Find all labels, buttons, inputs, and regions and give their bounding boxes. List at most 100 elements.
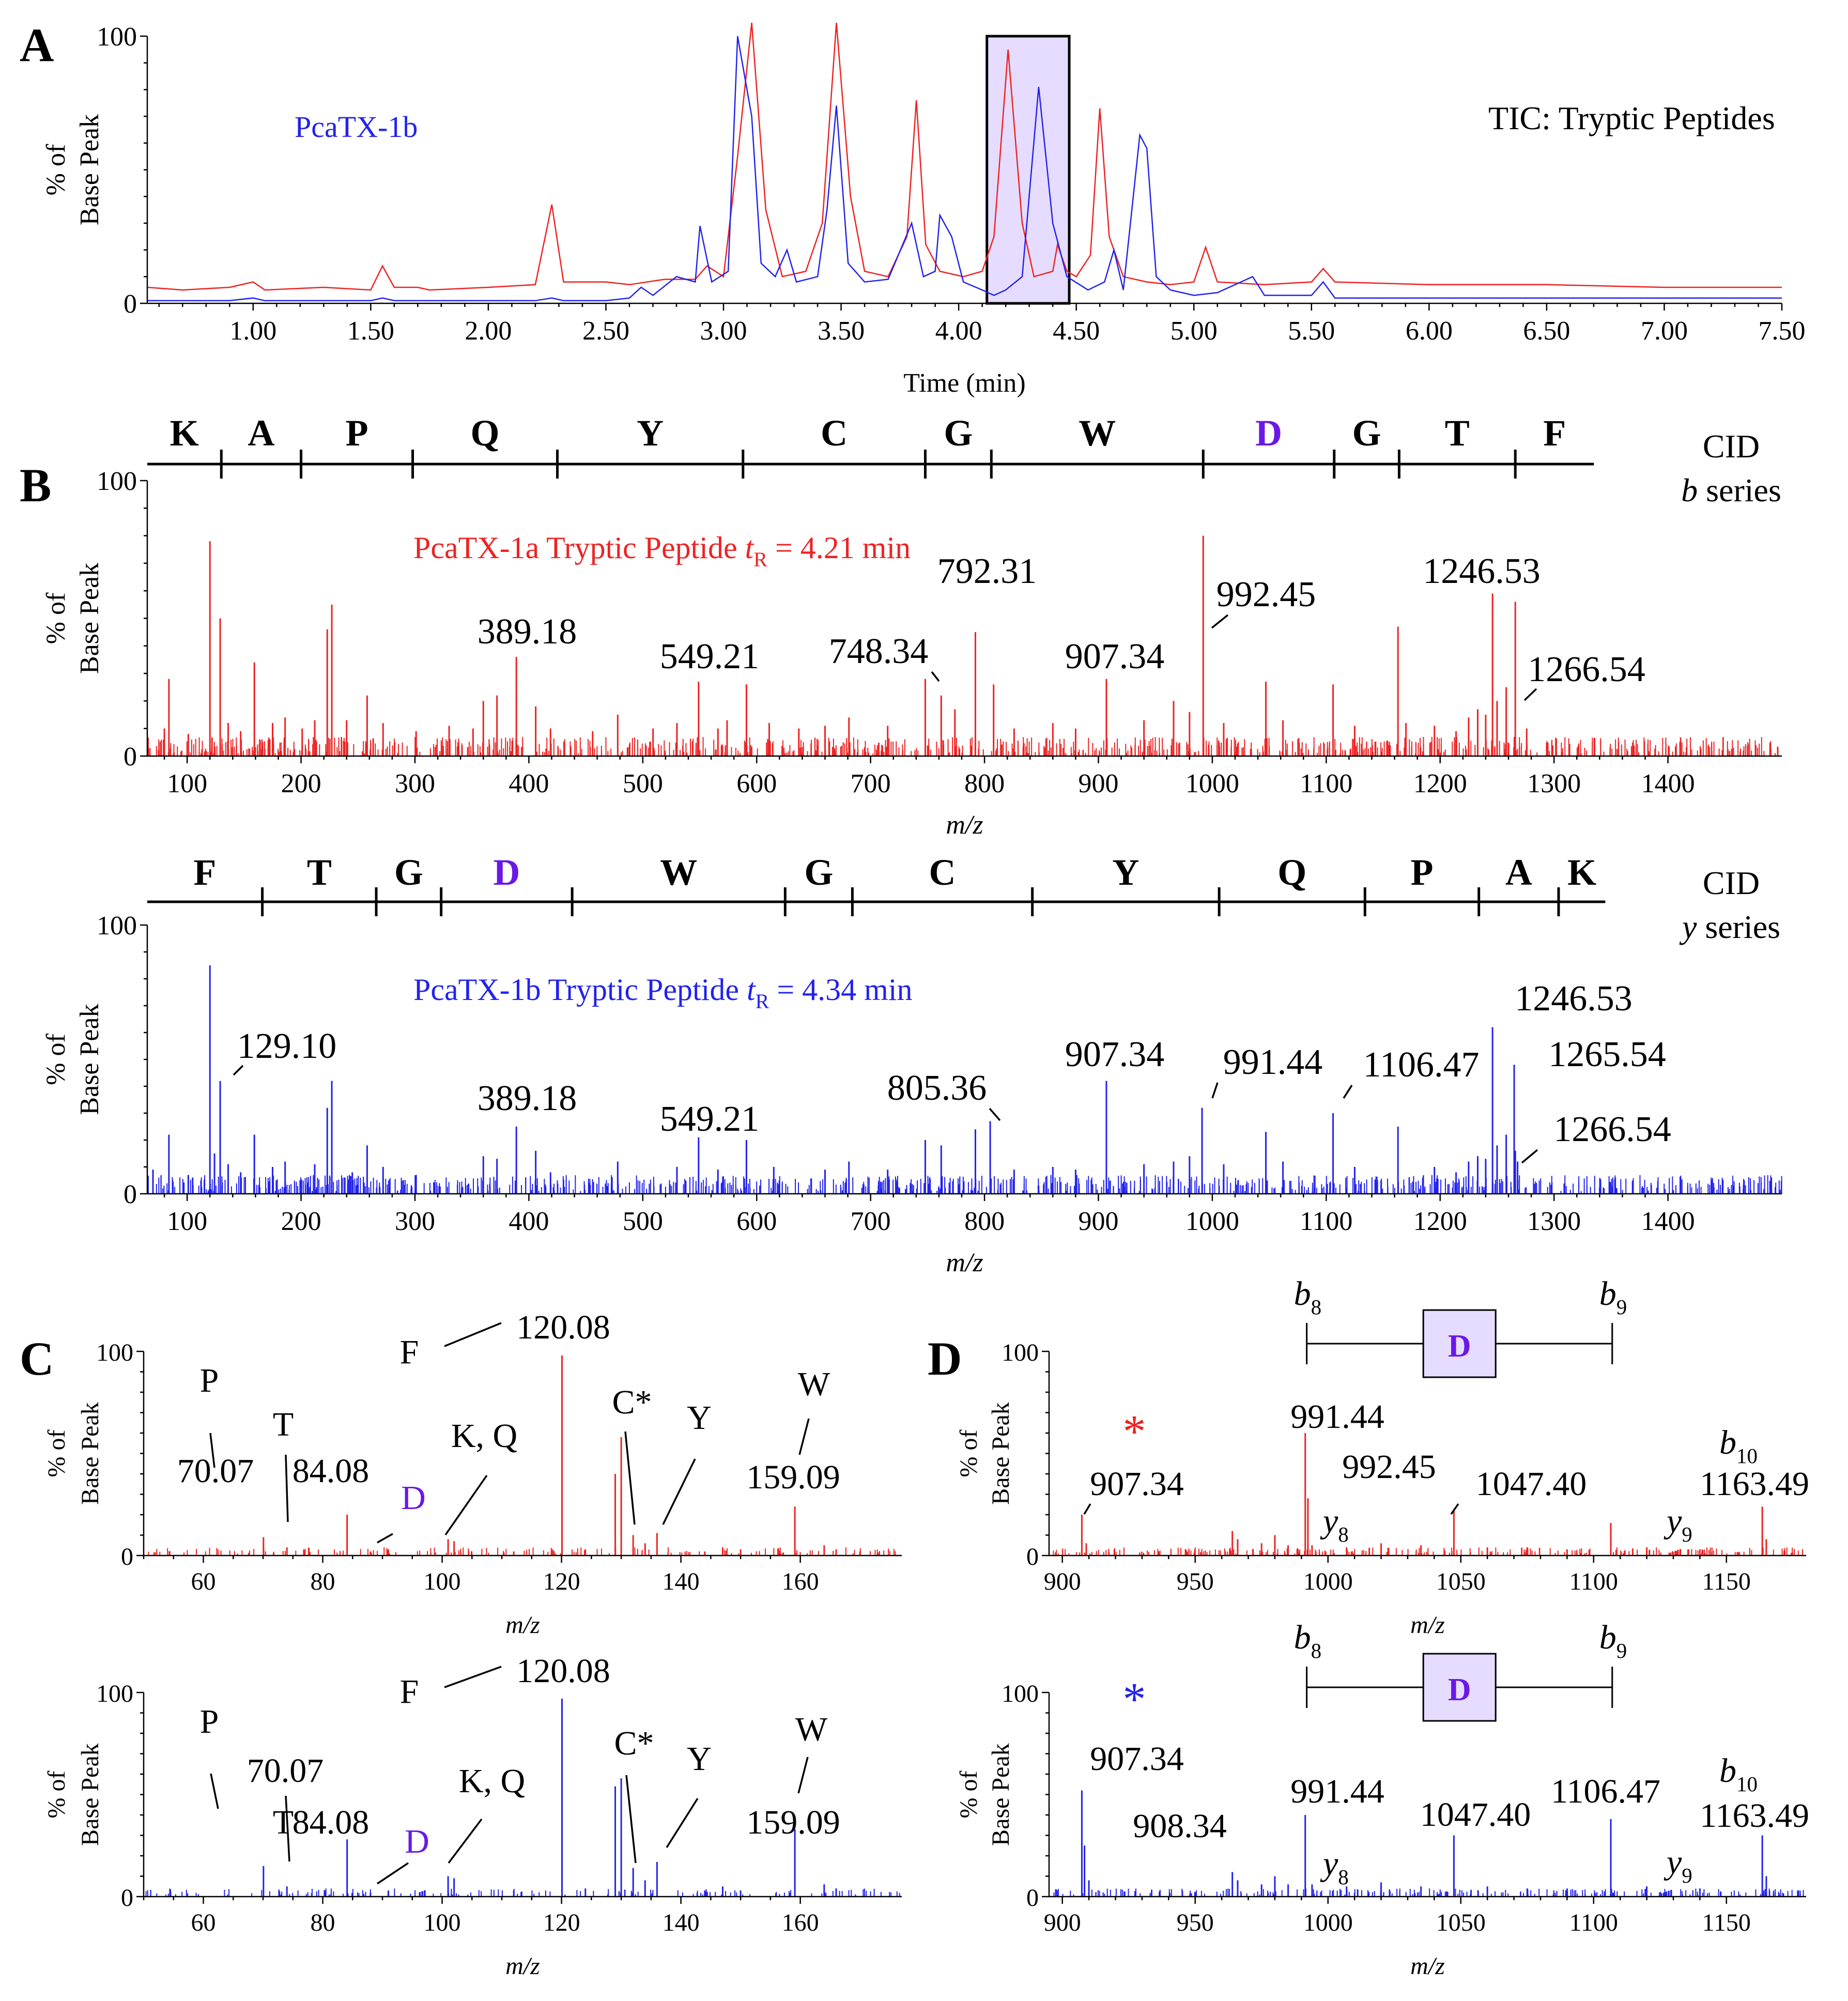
C2-x-tick-label: 120: [543, 1909, 580, 1936]
D1-gap-box: [1422, 1309, 1497, 1378]
D1-peak-label-leader: [1083, 1503, 1091, 1515]
A-x-label: Time (min): [903, 368, 1025, 398]
B2-y-tick-label: 100: [97, 911, 137, 941]
D1-peak-label: 1047.40: [1476, 1465, 1587, 1503]
C1-annotation: 159.09: [746, 1458, 840, 1496]
B1-subtitle-part: PcaTX-1a Tryptic Peptide: [413, 531, 745, 565]
D2-peak-label: 907.34: [1090, 1740, 1184, 1778]
D2-y9-label-subscript: 9: [1682, 1864, 1692, 1887]
C2-x-tick-label: 140: [663, 1909, 700, 1936]
D1-x-tick-label: 1000: [1303, 1568, 1353, 1595]
A-x-tick-label: 1.50: [347, 316, 394, 346]
C1-y-label-line1: % of: [43, 1430, 70, 1477]
A-series-line-PcaTX-1b: [147, 36, 1782, 302]
B1-sequence-residue: P: [346, 412, 368, 454]
D2-y8-label-letter: y: [1320, 1845, 1338, 1883]
panel-label-C: C: [20, 1332, 54, 1385]
D1-y-tick-label: 0: [1026, 1543, 1039, 1571]
D1-y9-label: y9: [1664, 1502, 1692, 1546]
C1-x-tick-label: 100: [424, 1568, 461, 1595]
B1-subtitle: PcaTX-1a Tryptic Peptide tR = 4.21 min: [413, 531, 911, 571]
C1-y-label-line2: Base Peak: [76, 1402, 104, 1505]
D1-peak-label: 992.45: [1342, 1448, 1436, 1486]
B2-peak-label-leader: [1211, 1082, 1219, 1099]
C2-leader: [285, 1795, 290, 1862]
C1-annotation: K, Q: [451, 1417, 517, 1455]
D1-x-tick-label: 900: [1044, 1568, 1081, 1595]
B2-x-tick-label: 1400: [1641, 1207, 1695, 1236]
C1-y-tick-label: 0: [121, 1543, 133, 1571]
B2-x-label: m/z: [946, 1248, 983, 1277]
B2-y-tick-label: 0: [124, 1180, 137, 1209]
B2-peak-label: 129.10: [237, 1026, 337, 1066]
B2-peak-label: 1246.53: [1515, 979, 1633, 1019]
D2-b8-label-letter: b: [1294, 1619, 1311, 1656]
D1-y-label-line2: Base Peak: [987, 1402, 1014, 1505]
C1-annotation: W: [798, 1365, 830, 1403]
A-chart-title: TIC: Tryptic Peptides: [1488, 100, 1775, 136]
B1-x-tick-label: 800: [964, 769, 1005, 798]
C1-annotation: P: [200, 1362, 219, 1399]
C2-annotation: C*: [614, 1725, 654, 1762]
B2-cid-label: CID: [1703, 865, 1760, 901]
C2-y-label-line1: % of: [43, 1771, 70, 1819]
B2-x-tick-label: 700: [851, 1207, 891, 1236]
B1-peak-label: 1246.53: [1423, 551, 1541, 591]
D2-y9-label: y9: [1664, 1843, 1692, 1887]
C1-y-tick-label: 100: [96, 1339, 133, 1366]
B2-x-tick-label: 300: [395, 1207, 435, 1236]
C1-x-tick-label: 80: [311, 1568, 335, 1595]
D1-b10-label: b10: [1719, 1424, 1758, 1468]
D2-y9-label-letter: y: [1664, 1843, 1682, 1881]
D2-x-tick-label: 1100: [1569, 1909, 1618, 1936]
D1-peak-label: 907.34: [1090, 1465, 1184, 1503]
D1-x-tick-label: 1050: [1436, 1568, 1486, 1595]
D1-peak-label: 1163.49: [1700, 1465, 1809, 1503]
D2-b9-label: b9: [1599, 1619, 1627, 1663]
D2-x-tick-label: 900: [1044, 1909, 1081, 1936]
C2-leader: [448, 1818, 483, 1864]
D1-b8-label: b8: [1294, 1275, 1322, 1319]
B2-peak-label: 991.44: [1223, 1042, 1323, 1082]
B2-x-tick-label: 400: [509, 1207, 549, 1236]
C2-leader: [625, 1775, 637, 1864]
C2-leader: [377, 1862, 409, 1885]
C2-y-tick-label: 0: [121, 1884, 133, 1912]
C1-annotation: D: [401, 1479, 426, 1517]
D2-y8-label: y8: [1320, 1845, 1349, 1889]
B1-sequence-residue: G: [944, 412, 973, 454]
B2-x-tick-label: 600: [736, 1207, 777, 1236]
D2-y-tick-label: 0: [1026, 1884, 1039, 1912]
panel-label-A: A: [20, 19, 54, 71]
D1-y8-label-letter: y: [1320, 1502, 1338, 1540]
B2-sequence-residue: K: [1567, 852, 1596, 893]
B2-x-tick-label: 200: [281, 1207, 321, 1236]
B2-series-word: series: [1697, 909, 1780, 945]
B1-sequence-residue: W: [1079, 412, 1116, 454]
C2-annotation: F: [400, 1673, 419, 1711]
C2-annotation: P: [200, 1703, 219, 1741]
D2-x-tick-label: 1000: [1303, 1909, 1353, 1936]
C1-annotation: 84.08: [292, 1452, 369, 1490]
B1-x-tick-label: 500: [623, 769, 663, 798]
C2-annotation: T: [273, 1804, 294, 1841]
C2-annotation: 84.08: [292, 1804, 369, 1841]
D2-b10-label: b10: [1719, 1752, 1758, 1796]
C2-y-label-line2: Base Peak: [76, 1743, 104, 1846]
D1-y8-label: y8: [1320, 1502, 1349, 1546]
B1-y-label-line1: % of: [41, 592, 71, 644]
D2-y8-label-subscript: 8: [1338, 1865, 1349, 1889]
D2-y-tick-label: 100: [1002, 1680, 1039, 1707]
C1-annotation: Y: [687, 1399, 712, 1437]
D2-peak-label: 1106.47: [1551, 1773, 1660, 1810]
B1-sequence-residue: A: [248, 412, 274, 454]
D1-b9-label-subscript: 9: [1616, 1295, 1627, 1319]
C1-leader: [209, 1433, 215, 1468]
B2-subtitle-part: = 4.34 min: [769, 973, 912, 1007]
B2-peak-label: 907.34: [1065, 1035, 1165, 1074]
B1-sequence-residue: T: [1445, 412, 1470, 454]
C2-leader: [797, 1757, 809, 1794]
A-x-tick-label: 2.50: [582, 316, 629, 346]
